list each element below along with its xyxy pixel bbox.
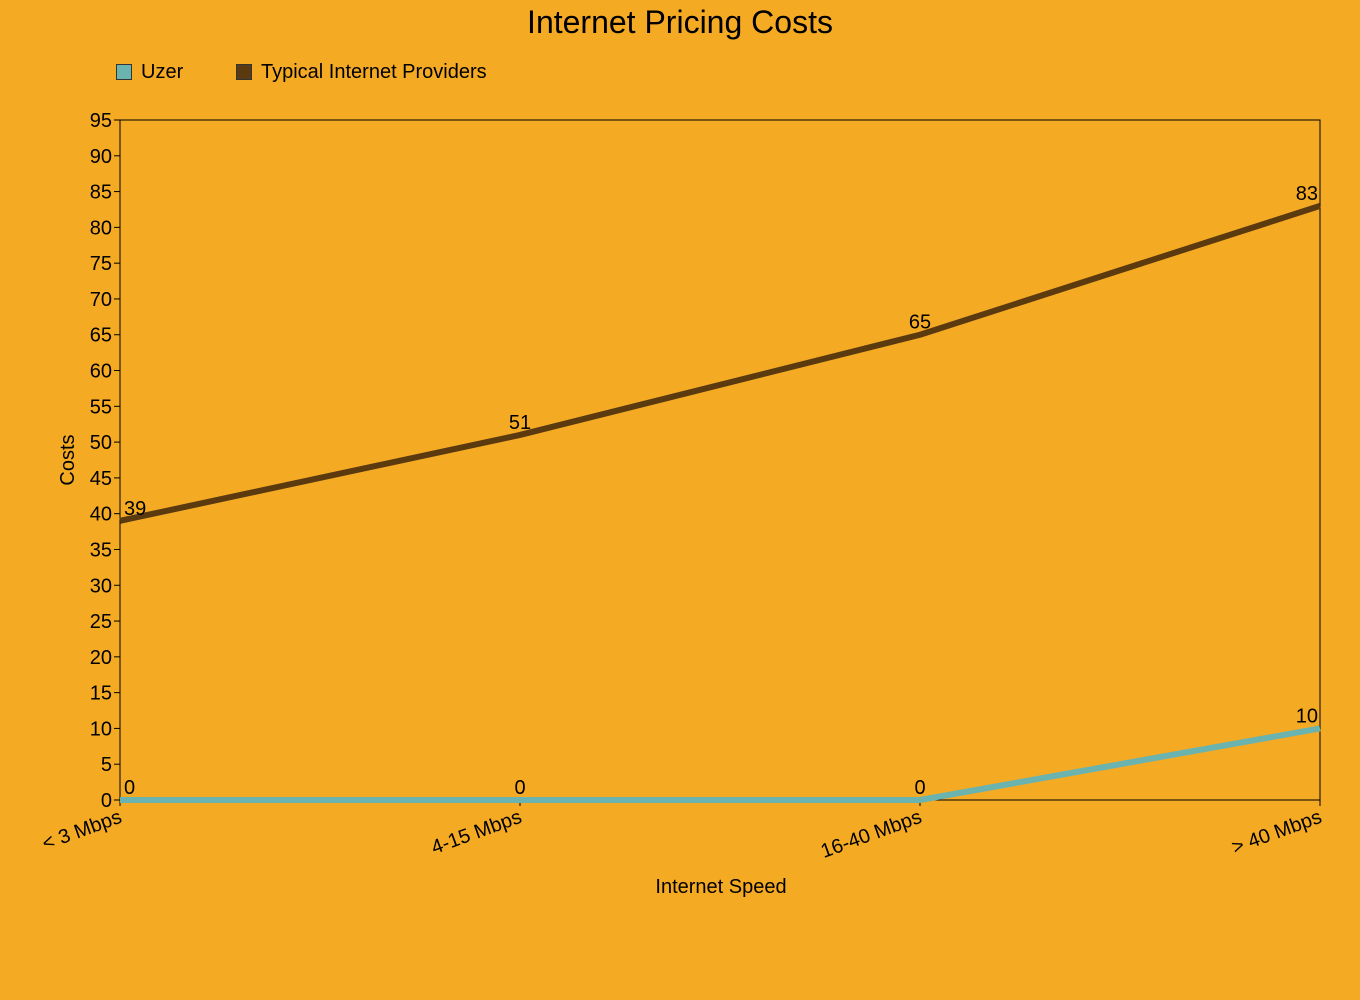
data-label: 83	[1296, 183, 1318, 205]
y-tick-label: 5	[101, 754, 112, 776]
y-tick-label: 95	[90, 110, 112, 132]
data-label: 0	[124, 777, 135, 799]
data-labels: 0 0 0 10 39 51 65 83	[124, 183, 1318, 799]
y-tick-label: 50	[90, 432, 112, 454]
y-tick-label: 0	[101, 790, 112, 812]
data-label: 10	[1296, 705, 1318, 727]
series-line-uzer	[120, 725, 1321, 803]
data-label: 65	[909, 312, 931, 334]
y-tick-label: 60	[90, 361, 112, 383]
legend-label-uzer: Uzer	[141, 60, 184, 83]
data-label: 0	[514, 777, 525, 799]
y-tick-label: 30	[90, 575, 112, 597]
x-axis-title: Internet Speed	[655, 876, 786, 898]
data-label: 0	[914, 777, 925, 799]
x-tick-label: > 40 Mbps	[1229, 806, 1325, 859]
x-axis: < 3 Mbps 4-15 Mbps 16-40 Mbps > 40 Mbps	[39, 800, 1325, 863]
y-tick-label: 70	[90, 289, 112, 311]
y-tick-label: 25	[90, 611, 112, 633]
y-tick-label: 65	[90, 325, 112, 347]
data-label: 51	[509, 412, 531, 434]
y-tick-label: 80	[90, 217, 112, 239]
y-tick-label: 15	[90, 683, 112, 705]
y-tick-label: 10	[90, 718, 112, 740]
x-tick-label: < 3 Mbps	[39, 806, 124, 855]
x-tick-label: 16-40 Mbps	[818, 806, 925, 863]
y-tick-label: 75	[90, 253, 112, 275]
plot-frame	[119, 119, 1321, 801]
y-tick-label: 35	[90, 539, 112, 561]
y-tick-label: 40	[90, 504, 112, 526]
legend-item-uzer: Uzer	[116, 60, 183, 84]
y-tick-label: 90	[90, 146, 112, 168]
y-tick-label: 20	[90, 647, 112, 669]
y-tick-label: 45	[90, 468, 112, 490]
series-line-typical	[119, 203, 1321, 524]
y-tick-label: 55	[90, 396, 112, 418]
legend-swatch-uzer	[116, 64, 132, 80]
y-axis-title: Costs	[57, 434, 79, 485]
data-label: 39	[124, 498, 146, 520]
y-tick-label: 85	[90, 182, 112, 204]
legend-swatch-typical	[236, 64, 252, 80]
y-axis: 0 5 10 15 20 25 30 35 40 45 50 55 60 65 70 75 80 85 90 95	[90, 110, 120, 812]
chart-title: Internet Pricing Costs	[527, 4, 833, 40]
x-tick-label: 4-15 Mbps	[428, 806, 524, 859]
legend-label-typical: Typical Internet Providers	[261, 60, 487, 83]
legend-item-typical: Typical Internet Providers	[236, 60, 487, 84]
series-layer	[119, 203, 1321, 803]
